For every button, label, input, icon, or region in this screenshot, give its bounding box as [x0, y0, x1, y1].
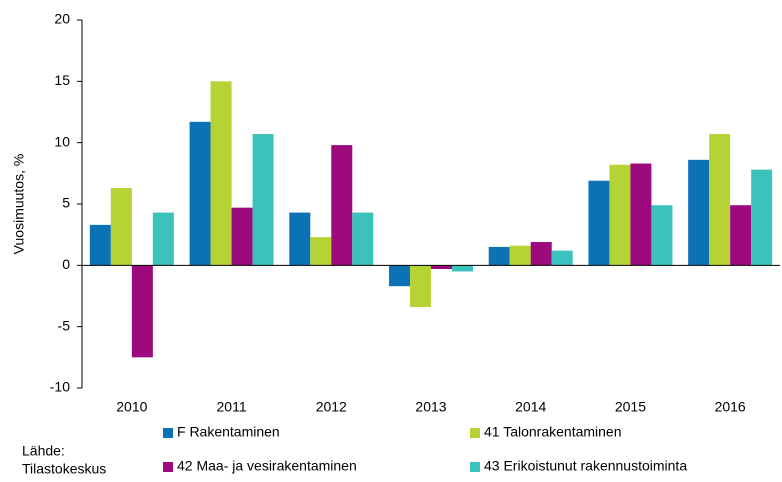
legend-swatch: [163, 462, 173, 472]
x-tick-label: 2010: [116, 399, 147, 415]
bar: [231, 207, 253, 266]
bar: [709, 134, 731, 266]
x-tick-label: 2012: [316, 399, 347, 415]
bar: [730, 205, 752, 266]
y-axis-label: Vuosimuutos, %: [11, 154, 27, 255]
bar: [152, 212, 174, 266]
bar: [331, 145, 353, 266]
y-tick-label: 10: [54, 133, 70, 149]
bar: [352, 212, 374, 266]
x-tick-label: 2015: [615, 399, 646, 415]
y-tick-label: -10: [50, 379, 70, 395]
y-tick-label: 15: [54, 72, 70, 88]
legend-label: 42 Maa- ja vesirakentaminen: [177, 458, 357, 474]
bar: [609, 164, 631, 266]
legend-swatch: [470, 428, 480, 438]
y-tick-label: 0: [62, 256, 70, 272]
x-tick-label: 2014: [515, 399, 546, 415]
x-tick-label: 2013: [415, 399, 446, 415]
bar: [551, 250, 573, 266]
y-tick-label: -5: [58, 317, 71, 333]
bar: [410, 265, 431, 308]
bar: [688, 159, 710, 266]
x-tick-label: 2011: [217, 399, 247, 415]
bar: [189, 121, 211, 266]
legend-label: 41 Talonrakentaminen: [484, 424, 622, 440]
bar: [389, 265, 410, 287]
y-tick-label: 5: [62, 195, 70, 211]
bar: [89, 224, 111, 266]
bar: [488, 246, 510, 266]
bar: [452, 265, 473, 272]
x-tick-label: 2016: [715, 399, 746, 415]
bar: [310, 237, 332, 266]
bar: [210, 81, 232, 266]
bar: [431, 265, 452, 270]
bar: [252, 134, 274, 266]
bar: [131, 265, 153, 358]
bar: [289, 212, 311, 266]
legend-label: F Rakentaminen: [177, 424, 280, 440]
legend-label: 43 Erikoistunut rakennustoiminta: [484, 458, 687, 474]
bar: [530, 242, 552, 266]
source-line: Lähde:: [22, 443, 65, 459]
legend-swatch: [163, 428, 173, 438]
bar: [630, 163, 652, 266]
source-line: Tilastokeskus: [22, 461, 106, 477]
legend-swatch: [470, 462, 480, 472]
bar: [110, 188, 132, 266]
bar: [651, 205, 673, 266]
bar: [509, 245, 531, 266]
bar: [751, 169, 773, 266]
bar: [588, 180, 610, 266]
y-tick-label: 20: [54, 11, 70, 27]
